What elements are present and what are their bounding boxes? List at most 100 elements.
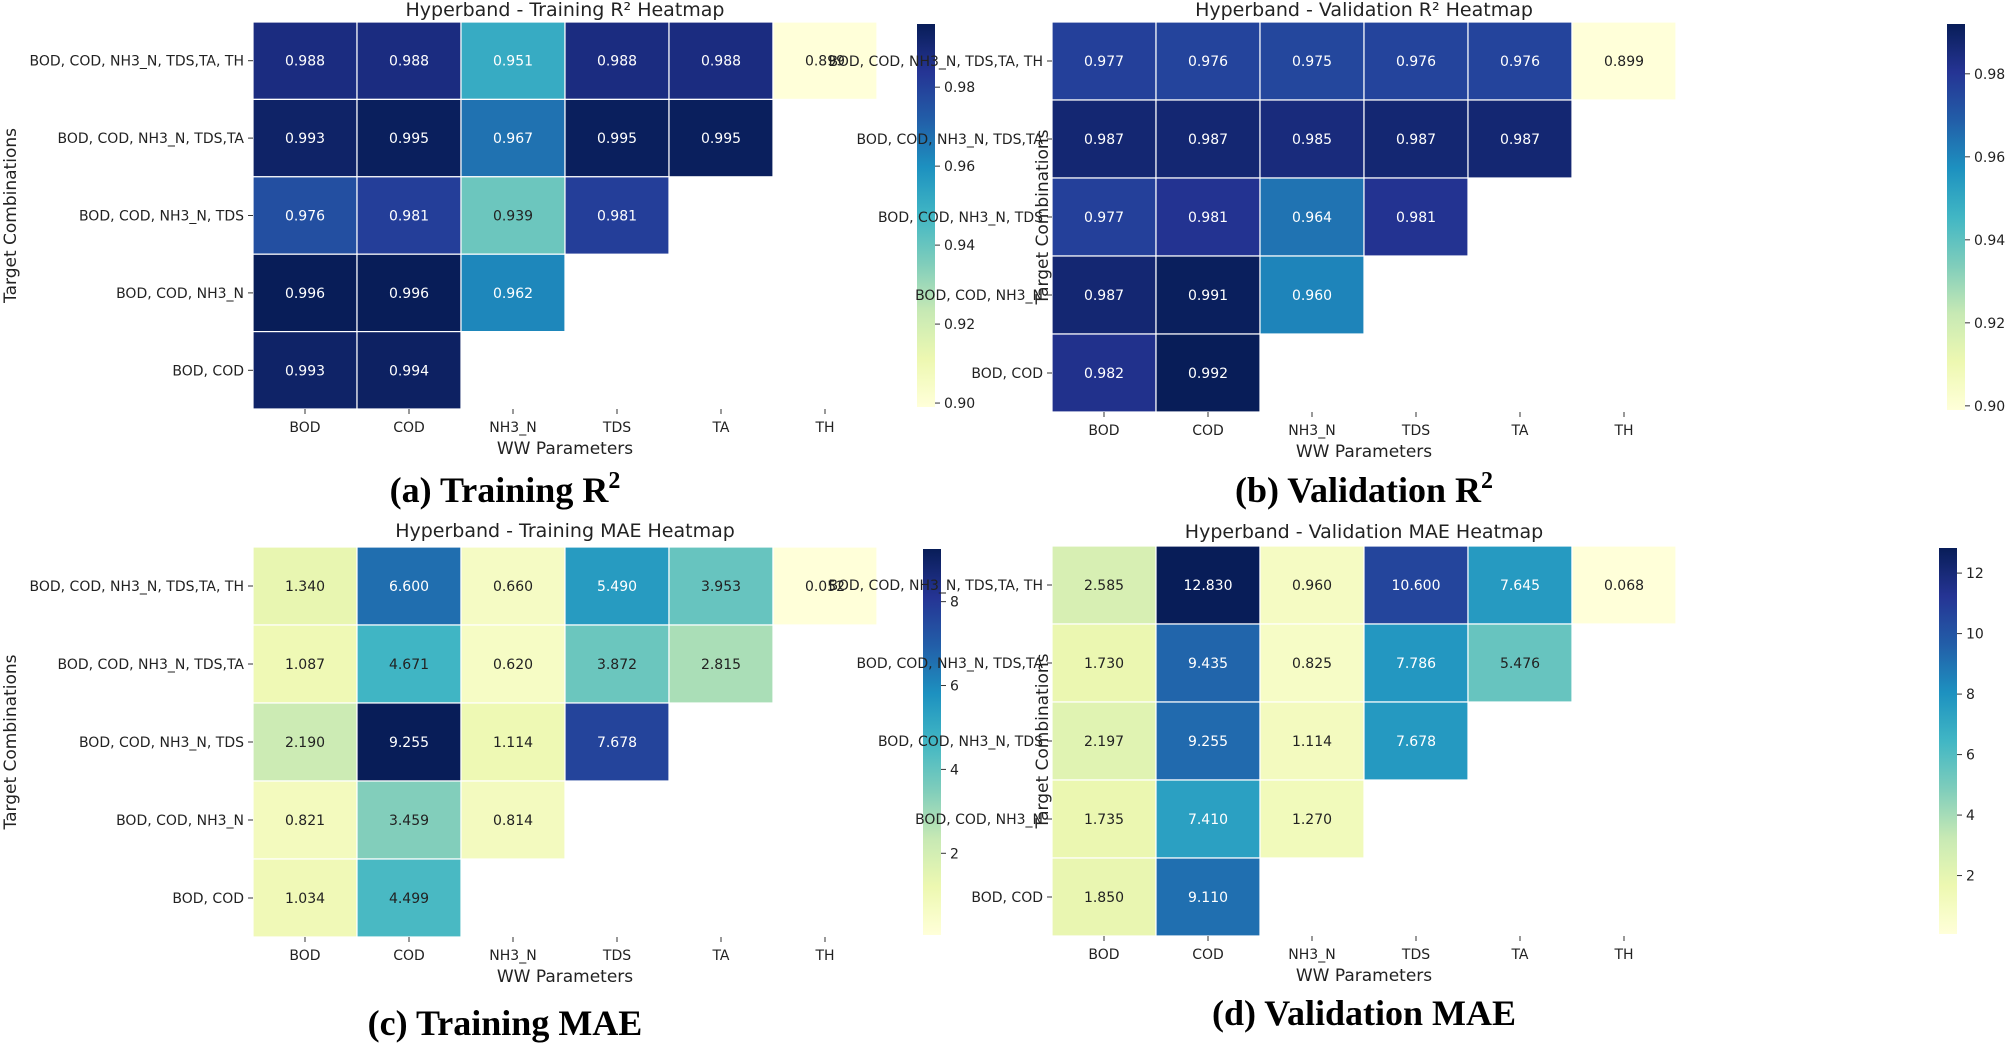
- cell-value-label: 0.821: [285, 813, 325, 829]
- caption-text: (c) Training MAE: [368, 1003, 643, 1043]
- heatmap-panel-d: Hyperband - Validation MAE Heatmap 2.585 1…: [828, 521, 1983, 1033]
- cell-value-label: 0.976: [285, 209, 325, 225]
- cell-value-label: 1.730: [1084, 656, 1124, 672]
- heatmap-cell: [1363, 545, 1469, 625]
- x-axis-label: WW Parameters: [1296, 442, 1432, 462]
- x-tick-label: TH: [1613, 947, 1633, 963]
- y-axis-label: Target Combinations: [1, 654, 21, 830]
- cell-value-label: 0.987: [1084, 288, 1124, 304]
- heatmap-cell: [564, 702, 670, 782]
- cell-value-label: 1.735: [1084, 812, 1124, 828]
- heatmap-panel-c: Hyperband - Training MAE Heatmap 1.340 6.6…: [1, 520, 959, 1043]
- y-tick-label: BOD, COD, NH3_N, TDS,TA: [856, 656, 1043, 672]
- colorbar-tick-label: 6: [950, 679, 959, 695]
- heatmap-cell: [356, 176, 462, 255]
- cell-value-label: 0.981: [597, 209, 637, 225]
- y-tick-label: BOD, COD, NH3_N: [116, 813, 244, 829]
- cell-value-label: 0.620: [493, 657, 533, 673]
- y-tick-label: BOD, COD, NH3_N, TDS,TA: [57, 657, 244, 673]
- heatmap-panel-a: Hyperband - Training R² Heatmap 0.988 0.98…: [1, 0, 975, 510]
- heatmap-cell: [564, 624, 670, 704]
- y-tick-label: BOD, COD, NH3_N, TDS,TA, TH: [29, 54, 244, 70]
- cell-value-label: 0.993: [285, 363, 325, 379]
- colorbar: [923, 549, 941, 935]
- cell-value-label: 0.987: [1084, 132, 1124, 148]
- cell-value-label: 0.962: [493, 286, 533, 302]
- cell-value-label: 2.190: [285, 735, 325, 751]
- cell-value-label: 0.992: [1188, 366, 1228, 382]
- heatmap-cell: [460, 780, 566, 860]
- heatmap-cell: [1571, 21, 1677, 101]
- heatmap-cell: [1155, 21, 1261, 101]
- heatmap-cell: [460, 176, 566, 255]
- cell-value-label: 0.939: [493, 209, 533, 225]
- colorbar-tick-label: 0.98: [1974, 67, 2005, 83]
- heatmap-cell: [1467, 99, 1573, 179]
- heatmap-cell: [1467, 623, 1573, 703]
- cell-value-label: 1.850: [1084, 890, 1124, 906]
- heatmap-cell: [772, 546, 878, 626]
- x-tick-label: TH: [1613, 423, 1633, 439]
- heatmap-cell: [1467, 21, 1573, 101]
- cell-value-label: 0.991: [1188, 288, 1228, 304]
- cell-value-label: 0.976: [1188, 54, 1228, 70]
- cell-value-label: 0.899: [805, 54, 845, 70]
- caption-text: (a) Training R: [390, 470, 610, 510]
- colorbar-tick-label: 0.92: [944, 317, 975, 333]
- x-tick-label: BOD: [1088, 423, 1119, 439]
- colorbar-tick-label: 0.96: [944, 159, 975, 175]
- cell-value-label: 1.034: [285, 891, 325, 907]
- cell-value-label: 7.786: [1396, 656, 1436, 672]
- cell-value-label: 0.993: [285, 131, 325, 147]
- colorbar-tick-label: 4: [1966, 808, 1975, 824]
- heatmap-cell: [1363, 177, 1469, 257]
- x-tick-label: TDS: [602, 948, 631, 964]
- x-axis-label: WW Parameters: [497, 439, 633, 459]
- heatmap-cell: [356, 21, 462, 101]
- chart-title: Hyperband - Validation R² Heatmap: [1195, 0, 1533, 21]
- y-tick-label: BOD, COD, NH3_N, TDS: [79, 735, 244, 751]
- cell-value-label: 3.872: [597, 657, 637, 673]
- y-tick-label: BOD, COD, NH3_N, TDS,TA, TH: [828, 578, 1043, 594]
- panel-caption: (a) Training R2: [390, 468, 621, 510]
- cell-value-label: 0.976: [1396, 54, 1436, 70]
- cell-value-label: 7.410: [1188, 812, 1228, 828]
- y-tick-label: BOD, COD, NH3_N, TDS: [878, 210, 1043, 226]
- cell-value-label: 0.987: [1188, 132, 1228, 148]
- cell-value-label: 3.459: [389, 813, 429, 829]
- cell-value-label: 9.255: [389, 735, 429, 751]
- cell-value-label: 1.114: [1292, 734, 1332, 750]
- x-tick-label: COD: [393, 948, 425, 964]
- y-tick-label: BOD, COD, NH3_N: [915, 288, 1043, 304]
- heatmap-cell: [668, 624, 774, 704]
- cell-value-label: 0.960: [1292, 578, 1332, 594]
- colorbar-tick-label: 10: [1966, 627, 1984, 643]
- cell-value-label: 0.988: [285, 54, 325, 70]
- cell-value-label: 1.270: [1292, 812, 1332, 828]
- heatmap-cell: [1155, 333, 1261, 413]
- cell-value-label: 10.600: [1392, 578, 1441, 594]
- x-tick-label: NH3_N: [1288, 947, 1335, 963]
- y-tick-label: BOD, COD, NH3_N, TDS,TA, TH: [828, 54, 1043, 70]
- cell-value-label: 0.988: [701, 54, 741, 70]
- heatmap-cell: [668, 98, 774, 178]
- colorbar-tick-label: 0.98: [944, 80, 975, 96]
- colorbar-tick-label: 8: [1966, 687, 1975, 703]
- panel-caption: (c) Training MAE: [368, 1003, 643, 1043]
- chart-title: Hyperband - Training R² Heatmap: [406, 0, 725, 21]
- colorbar: [917, 24, 935, 407]
- panel-caption: (d) Validation MAE: [1212, 993, 1516, 1033]
- cell-value-label: 7.678: [1396, 734, 1436, 750]
- heatmap-cell: [252, 331, 358, 410]
- x-tick-label: NH3_N: [489, 948, 536, 964]
- x-tick-label: NH3_N: [1288, 423, 1335, 439]
- cell-value-label: 2.815: [701, 657, 741, 673]
- x-tick-label: TA: [711, 420, 729, 436]
- x-tick-label: TH: [814, 420, 834, 436]
- y-tick-label: BOD, COD, NH3_N, TDS,TA: [57, 131, 244, 147]
- y-tick-label: BOD, COD, NH3_N: [116, 286, 244, 302]
- cell-value-label: 0.977: [1084, 210, 1124, 226]
- colorbar: [1939, 548, 1957, 934]
- heatmap-cell: [1467, 545, 1573, 625]
